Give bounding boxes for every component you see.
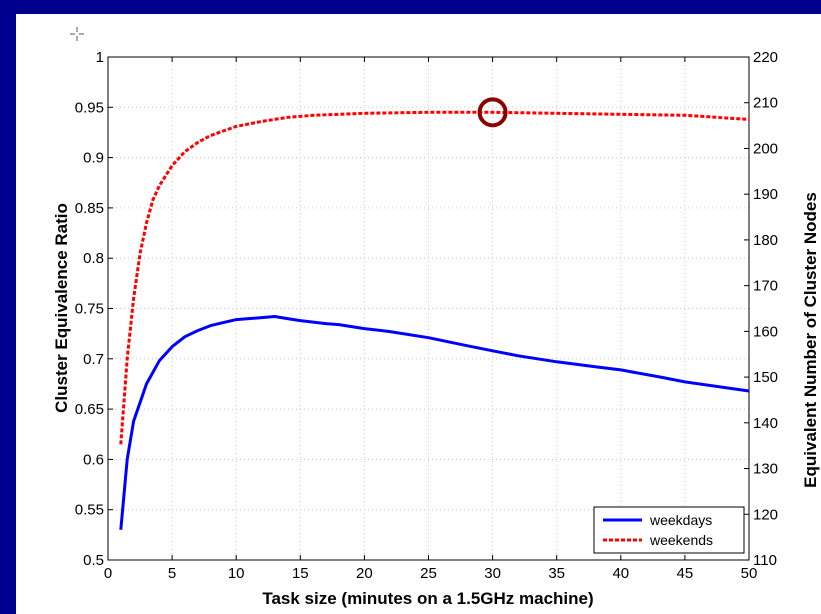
- y2-tick-label: 120: [753, 506, 778, 523]
- x-tick-label: 0: [104, 565, 112, 582]
- series-line-weekdays: [119, 315, 750, 530]
- y-tick-label: 0.65: [75, 401, 104, 418]
- y2-tick-label: 220: [753, 49, 778, 66]
- y-axis-title: Cluster Equivalence Ratio: [52, 203, 71, 413]
- x-axis-title: Task size (minutes on a 1.5GHz machine): [262, 589, 593, 608]
- crosshair-cursor-icon: [70, 27, 84, 41]
- y-axis-ticks: 0.5 0.55 0.6 0.65 0.7 0.75 0.8 0.85 0.9 0.95 1: [75, 49, 113, 569]
- legend-label-weekdays: weekdays: [649, 512, 712, 528]
- y-tick-label: 0.7: [83, 351, 104, 368]
- x-axis-ticks: 0 5 10 15 20 25 30 35 40 45 50: [104, 57, 758, 582]
- highlight-circle-marker: [477, 97, 508, 128]
- y-tick-label: 1: [96, 49, 104, 66]
- y-tick-label: 0.9: [83, 150, 104, 167]
- series-line-weekends: [119, 110, 750, 445]
- y2-tick-label: 190: [753, 186, 778, 203]
- legend: weekdays weekends: [593, 506, 745, 554]
- y-tick-label: 0.8: [83, 250, 104, 267]
- y2-tick-label: 210: [753, 95, 778, 112]
- y2-tick-label: 110: [753, 552, 777, 569]
- y2-tick-label: 170: [753, 278, 778, 295]
- y2-axis-title: Equivalent Number of Cluster Nodes: [801, 192, 820, 488]
- y2-tick-label: 150: [753, 369, 778, 386]
- x-tick-label: 25: [420, 565, 437, 582]
- legend-label-weekends: weekends: [649, 532, 713, 548]
- x-tick-label: 30: [484, 565, 501, 582]
- x-tick-label: 20: [356, 565, 373, 582]
- y-tick-label: 0.6: [83, 451, 104, 468]
- y-tick-label: 0.95: [75, 99, 104, 116]
- y2-tick-label: 160: [753, 323, 778, 340]
- legend-box: [593, 506, 745, 554]
- y-tick-label: 0.85: [75, 200, 104, 217]
- y2-axis-ticks: 110 120 130 140 150 160 170 180 190 200 210 220: [744, 49, 778, 569]
- series-layer: [119, 110, 750, 530]
- x-tick-label: 5: [168, 565, 176, 582]
- y-tick-label: 0.5: [83, 552, 104, 569]
- x-tick-label: 50: [741, 565, 758, 582]
- y2-tick-label: 140: [753, 415, 778, 432]
- annotation-layer: [477, 97, 508, 128]
- y-tick-label: 0.55: [75, 502, 104, 519]
- x-tick-label: 10: [228, 565, 245, 582]
- y2-tick-label: 130: [753, 461, 778, 478]
- grid-layer: [108, 57, 749, 560]
- y-tick-label: 0.75: [75, 301, 104, 318]
- x-tick-label: 35: [548, 565, 565, 582]
- x-tick-label: 40: [612, 565, 629, 582]
- y2-tick-label: 180: [753, 232, 778, 249]
- y2-tick-label: 200: [753, 140, 778, 157]
- x-tick-label: 45: [677, 565, 694, 582]
- x-tick-label: 15: [292, 565, 309, 582]
